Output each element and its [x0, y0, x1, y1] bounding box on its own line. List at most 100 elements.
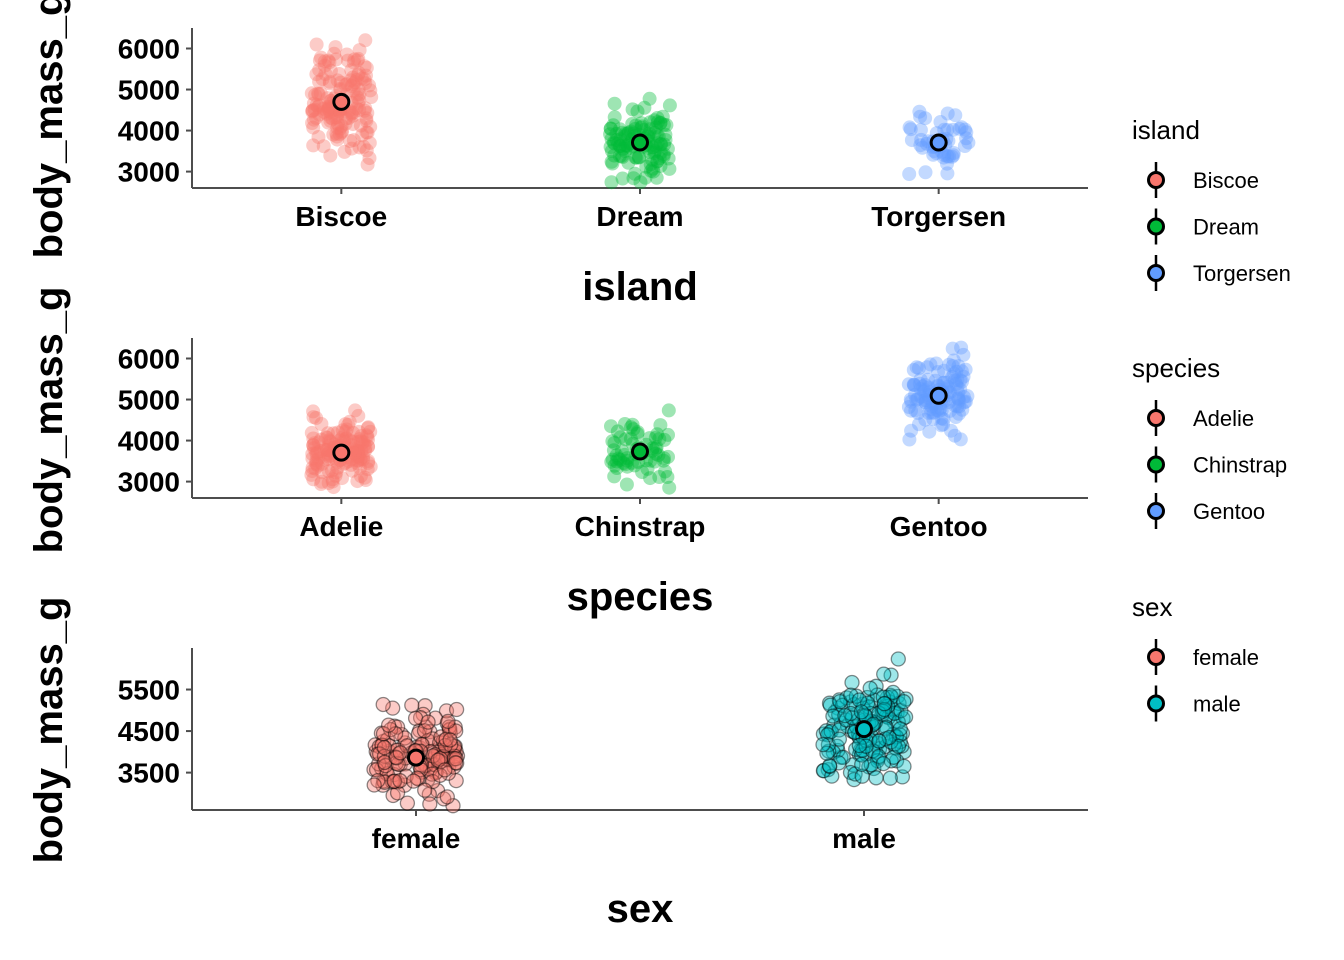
data-point	[363, 119, 378, 134]
data-point	[606, 118, 621, 133]
data-point	[940, 375, 955, 390]
data-point	[330, 107, 345, 122]
data-point	[605, 434, 620, 449]
data-point	[880, 709, 896, 726]
data-point	[861, 759, 877, 775]
data-point	[351, 65, 366, 80]
data-point	[653, 158, 668, 173]
data-point	[920, 360, 935, 375]
data-point	[656, 117, 671, 132]
data-point	[320, 447, 335, 462]
data-point	[321, 115, 336, 130]
data-point	[321, 53, 336, 68]
data-point	[314, 417, 329, 431]
data-point	[833, 715, 850, 731]
data-point	[643, 122, 658, 137]
data-point	[603, 121, 618, 136]
data-point	[359, 113, 374, 128]
data-point	[351, 444, 366, 459]
data-point	[446, 759, 462, 775]
data-point	[893, 702, 909, 719]
data-point	[949, 364, 964, 379]
data-point	[312, 74, 327, 89]
data-point	[879, 698, 896, 715]
data-point	[645, 152, 659, 167]
data-point	[918, 393, 933, 407]
data-point	[311, 435, 326, 450]
data-point	[364, 90, 379, 104]
data-point	[397, 735, 413, 751]
data-point	[345, 70, 360, 85]
data-point	[315, 72, 330, 87]
data-point	[869, 687, 886, 703]
data-point	[322, 76, 337, 91]
data-point	[311, 87, 326, 102]
data-point	[352, 93, 367, 108]
data-point	[415, 706, 431, 723]
data-point	[821, 743, 837, 759]
data-point	[407, 710, 424, 726]
data-point	[605, 452, 620, 467]
data-point	[422, 761, 438, 777]
data-point	[818, 723, 834, 739]
data-point	[892, 734, 908, 750]
data-point	[425, 748, 441, 764]
data-point	[410, 725, 427, 742]
data-point	[370, 772, 386, 789]
data-point	[448, 772, 464, 789]
data-point	[374, 737, 390, 754]
data-point	[838, 712, 854, 728]
data-point	[886, 714, 902, 730]
data-point	[870, 750, 886, 766]
data-point	[913, 372, 928, 387]
data-point	[320, 103, 335, 118]
data-point	[318, 67, 333, 81]
data-point	[326, 127, 341, 142]
data-point	[652, 432, 667, 446]
data-point	[854, 756, 870, 773]
data-point	[945, 341, 960, 356]
data-point	[626, 422, 641, 437]
data-point	[844, 710, 860, 726]
data-point	[945, 370, 960, 384]
legend-species: species Adelie Chinstrap Gentoo	[1132, 353, 1287, 529]
data-point	[926, 405, 941, 420]
data-point	[390, 756, 406, 772]
data-point	[951, 385, 966, 400]
data-point	[648, 120, 663, 135]
data-point	[951, 406, 966, 421]
data-point	[377, 754, 393, 771]
data-point	[351, 434, 366, 449]
data-point	[388, 755, 404, 772]
data-point	[378, 763, 394, 779]
data-point	[305, 104, 320, 119]
legend-title: sex	[1132, 592, 1172, 622]
data-point	[330, 425, 345, 440]
data-point	[917, 393, 932, 408]
data-point	[314, 465, 329, 480]
data-point	[447, 738, 463, 754]
data-point	[882, 694, 898, 710]
data-point	[433, 729, 449, 745]
data-point	[368, 743, 384, 760]
data-point	[359, 125, 374, 140]
y-tick-label: 5500	[118, 675, 180, 706]
legend-sex: sex female male	[1132, 592, 1259, 722]
data-point	[614, 443, 629, 458]
data-point	[821, 695, 838, 711]
data-point	[883, 734, 899, 750]
data-point	[607, 136, 622, 151]
data-point	[314, 474, 329, 489]
data-point	[360, 421, 375, 436]
data-point	[420, 733, 436, 749]
data-point	[392, 756, 408, 773]
data-point	[625, 117, 640, 131]
data-point	[430, 752, 446, 768]
data-point	[432, 751, 449, 767]
data-point	[843, 687, 859, 703]
data-point	[868, 770, 884, 786]
data-point	[959, 125, 974, 140]
data-point	[437, 762, 453, 778]
data-point	[660, 470, 675, 484]
data-point	[330, 120, 345, 135]
